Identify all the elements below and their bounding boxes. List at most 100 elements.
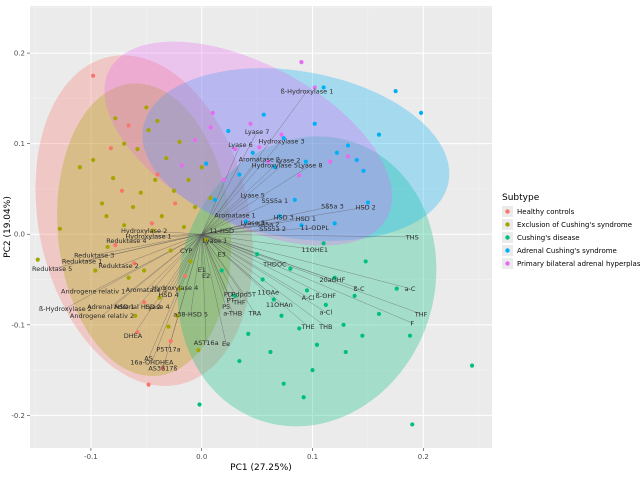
data-point <box>246 331 251 336</box>
loading-label: THB <box>318 323 332 331</box>
plot-panel <box>30 6 492 448</box>
data-point <box>133 313 138 318</box>
loading-label: THF <box>232 298 246 306</box>
loading-vector <box>201 234 231 301</box>
data-point <box>110 175 116 181</box>
y-tick-label: 0.2 <box>14 50 25 58</box>
data-point <box>155 118 160 124</box>
x-tick-label: -0.1 <box>84 453 98 461</box>
data-point <box>250 150 255 155</box>
data-point <box>173 201 178 206</box>
loading-label: Lyase 8 <box>298 162 322 170</box>
data-point <box>164 156 169 161</box>
loading-label: PT <box>227 297 235 305</box>
confidence-ellipses <box>35 41 450 427</box>
loading-label: AS <box>144 355 153 363</box>
y-tick-label: 0.1 <box>14 140 25 148</box>
data-point <box>91 157 96 163</box>
confidence-ellipse <box>35 55 253 387</box>
data-point <box>99 201 105 206</box>
data-point <box>168 339 173 344</box>
data-point <box>192 204 198 210</box>
loading-vector <box>201 234 233 314</box>
loading-vector <box>93 234 202 292</box>
loading-label: Hydroxylase 4 <box>152 284 198 292</box>
loading-vector <box>201 234 422 315</box>
data-point <box>119 188 125 193</box>
data-point <box>310 368 315 373</box>
data-point <box>153 177 158 183</box>
data-point <box>150 228 156 233</box>
loading-vector <box>201 131 258 235</box>
loading-label: Reduktase 1 <box>62 258 102 266</box>
data-point <box>237 172 242 177</box>
sample-points <box>35 60 475 427</box>
loading-vector <box>201 234 207 276</box>
legend-key <box>505 235 510 240</box>
loading-vector <box>201 228 273 235</box>
loading-label: 5ß5a 2 <box>257 221 280 229</box>
loading-label: PD <box>224 290 233 298</box>
loading-vector <box>201 206 366 235</box>
data-point <box>130 204 136 210</box>
data-point <box>192 137 198 143</box>
data-point <box>122 141 127 146</box>
loading-label: S5S5a 2 <box>259 225 286 233</box>
loading-vector <box>201 234 222 255</box>
loading-label: 16a-OHDHEA <box>130 358 174 366</box>
data-point <box>175 313 180 318</box>
data-point <box>394 286 399 291</box>
data-point <box>221 177 226 183</box>
loading-label: Androgene relativ 2 <box>70 312 134 320</box>
loading-vector <box>201 165 311 235</box>
data-point <box>334 150 339 155</box>
data-point <box>288 266 293 271</box>
confidence-ellipse <box>57 83 232 377</box>
loading-label: Lyase 3 <box>240 219 264 227</box>
loading-label: HSD 2 <box>356 203 376 211</box>
data-point <box>142 268 147 273</box>
loading-vector <box>201 224 269 235</box>
loading-label: THE <box>301 323 315 331</box>
loading-vector <box>201 165 275 235</box>
loading-label: THS <box>405 233 419 241</box>
loading-vector <box>201 195 253 235</box>
data-point <box>301 395 306 400</box>
loading-label: Pdpd5T <box>232 290 256 298</box>
legend-title: Subtype <box>502 193 540 203</box>
loading-label: Reduktase 5 <box>32 265 72 273</box>
loading-label: Adrenal HSD 1 <box>87 303 134 311</box>
loading-vector <box>201 230 222 235</box>
legend-label: Cushing's disease <box>517 234 580 242</box>
data-point <box>304 288 310 293</box>
data-point <box>393 89 398 94</box>
loading-vector <box>201 234 413 238</box>
loading-label: Hydroxylase 3 <box>258 137 304 145</box>
legend-key <box>505 222 510 227</box>
data-point <box>279 313 284 318</box>
data-point <box>343 349 348 355</box>
loading-vector <box>201 140 282 235</box>
x-axis-title: PC1 (27.25%) <box>230 463 292 473</box>
loading-vector <box>201 216 284 235</box>
data-point <box>314 342 320 347</box>
data-point <box>157 295 162 300</box>
data-point <box>312 121 317 126</box>
data-point <box>135 329 140 335</box>
data-point <box>332 275 337 280</box>
data-point <box>360 333 365 338</box>
data-point <box>226 128 231 134</box>
loading-label: Aromatase 3 <box>126 286 167 294</box>
data-point <box>341 322 346 327</box>
loading-label: Aromatase 2 <box>239 155 280 163</box>
data-point <box>105 244 110 250</box>
data-point <box>35 257 40 262</box>
data-point <box>77 165 82 170</box>
loading-vector <box>201 91 308 235</box>
loading-vector <box>190 234 202 314</box>
loading-label: Lyase 1 <box>203 237 227 245</box>
data-point <box>363 259 368 264</box>
data-point <box>171 188 177 193</box>
